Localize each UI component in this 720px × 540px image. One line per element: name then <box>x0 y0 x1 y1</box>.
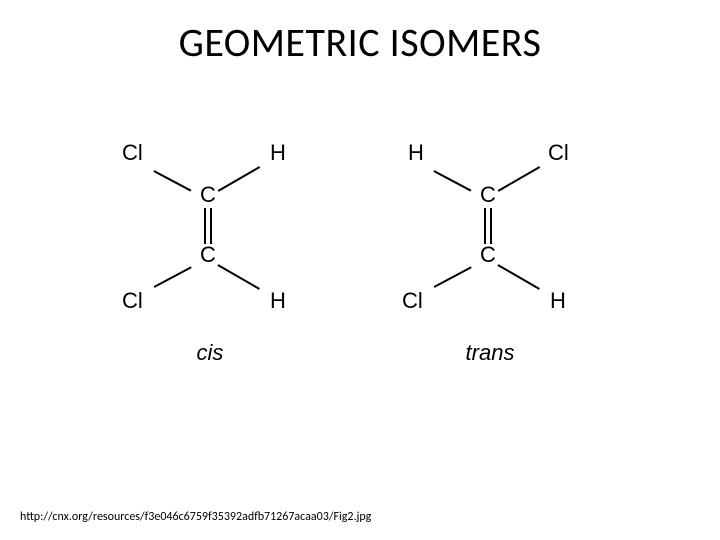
bond-double-1 <box>204 208 206 244</box>
atom-cl-top-right: Cl <box>548 140 569 166</box>
atom-c-bot: C <box>480 242 496 268</box>
label-trans: trans <box>390 340 590 366</box>
bond-double-1 <box>484 208 486 244</box>
label-cis: cis <box>110 340 310 366</box>
bond-top-right <box>498 166 540 191</box>
bond-bot-left <box>434 266 472 287</box>
atom-c-top: C <box>480 182 496 208</box>
atom-cl-top-left: Cl <box>122 140 143 166</box>
atom-h-top-left: H <box>408 140 424 166</box>
bond-bot-left <box>154 266 192 287</box>
molecule-trans: H Cl C C Cl H trans <box>390 140 590 400</box>
bond-top-left <box>434 170 472 191</box>
bond-top-left <box>154 170 192 191</box>
atom-h-bot-right: H <box>550 288 566 314</box>
atom-h-top-right: H <box>270 140 286 166</box>
bond-bot-right <box>218 264 260 289</box>
atom-c-top: C <box>200 182 216 208</box>
atom-h-bot-right: H <box>270 288 286 314</box>
diagram-area: Cl H C C Cl H cis H Cl C C Cl H trans <box>110 140 610 400</box>
footer-url: http://cnx.org/resources/f3e046c6759f353… <box>20 510 371 524</box>
atom-cl-bot-left: Cl <box>122 288 143 314</box>
molecule-cis: Cl H C C Cl H cis <box>110 140 310 400</box>
bond-bot-right <box>498 264 540 289</box>
atom-cl-bot-left: Cl <box>402 288 423 314</box>
atom-c-bot: C <box>200 242 216 268</box>
page-title: GEOMETRIC ISOMERS <box>0 18 720 67</box>
bond-top-right <box>218 166 260 191</box>
bond-double-2 <box>210 208 212 244</box>
bond-double-2 <box>490 208 492 244</box>
